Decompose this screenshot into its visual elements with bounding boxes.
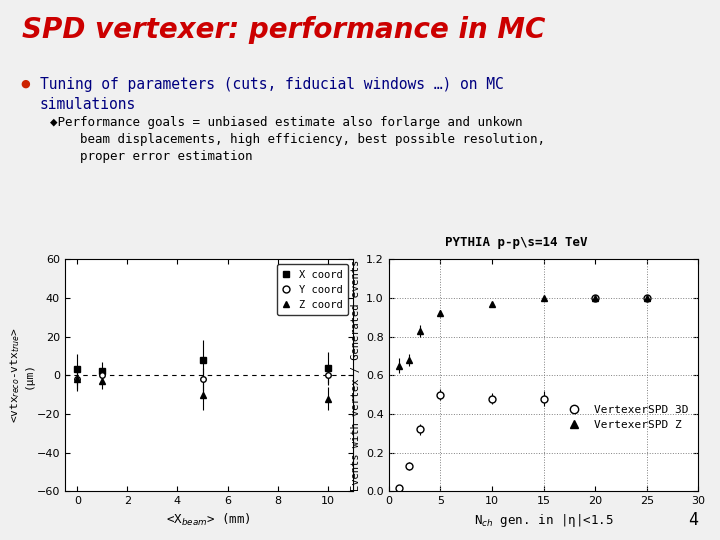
Text: 4: 4 — [688, 511, 698, 529]
X-axis label: N$_{ch}$ gen. in |η|<1.5: N$_{ch}$ gen. in |η|<1.5 — [474, 512, 613, 529]
Text: SPD vertexer: performance in MC: SPD vertexer: performance in MC — [22, 16, 545, 44]
Text: simulations: simulations — [40, 97, 136, 112]
Text: beam displacements, high efficiency, best possible resolution,: beam displacements, high efficiency, bes… — [50, 133, 546, 146]
Text: ◆Performance goals = unbiased estimate also forlarge and unkown: ◆Performance goals = unbiased estimate a… — [50, 116, 523, 129]
Text: Tuning of parameters (cuts, fiducial windows …) on MC: Tuning of parameters (cuts, fiducial win… — [40, 77, 503, 92]
X-axis label: <X$_{beam}$> (mm): <X$_{beam}$> (mm) — [166, 512, 251, 528]
Legend: VertexerSPD 3D, VertexerSPD Z: VertexerSPD 3D, VertexerSPD Z — [558, 400, 693, 435]
Text: PYTHIA p-p\s=14 TeV: PYTHIA p-p\s=14 TeV — [444, 236, 587, 249]
Y-axis label: <vtx$_{reco}$-vtx$_{true}$>
(μm): <vtx$_{reco}$-vtx$_{true}$> (μm) — [8, 327, 34, 423]
Legend: X coord, Y coord, Z coord: X coord, Y coord, Z coord — [276, 265, 348, 315]
Text: proper error estimation: proper error estimation — [50, 150, 253, 163]
Y-axis label: Events with vertex / Generated events: Events with vertex / Generated events — [351, 260, 361, 491]
Text: ●: ● — [20, 78, 30, 89]
